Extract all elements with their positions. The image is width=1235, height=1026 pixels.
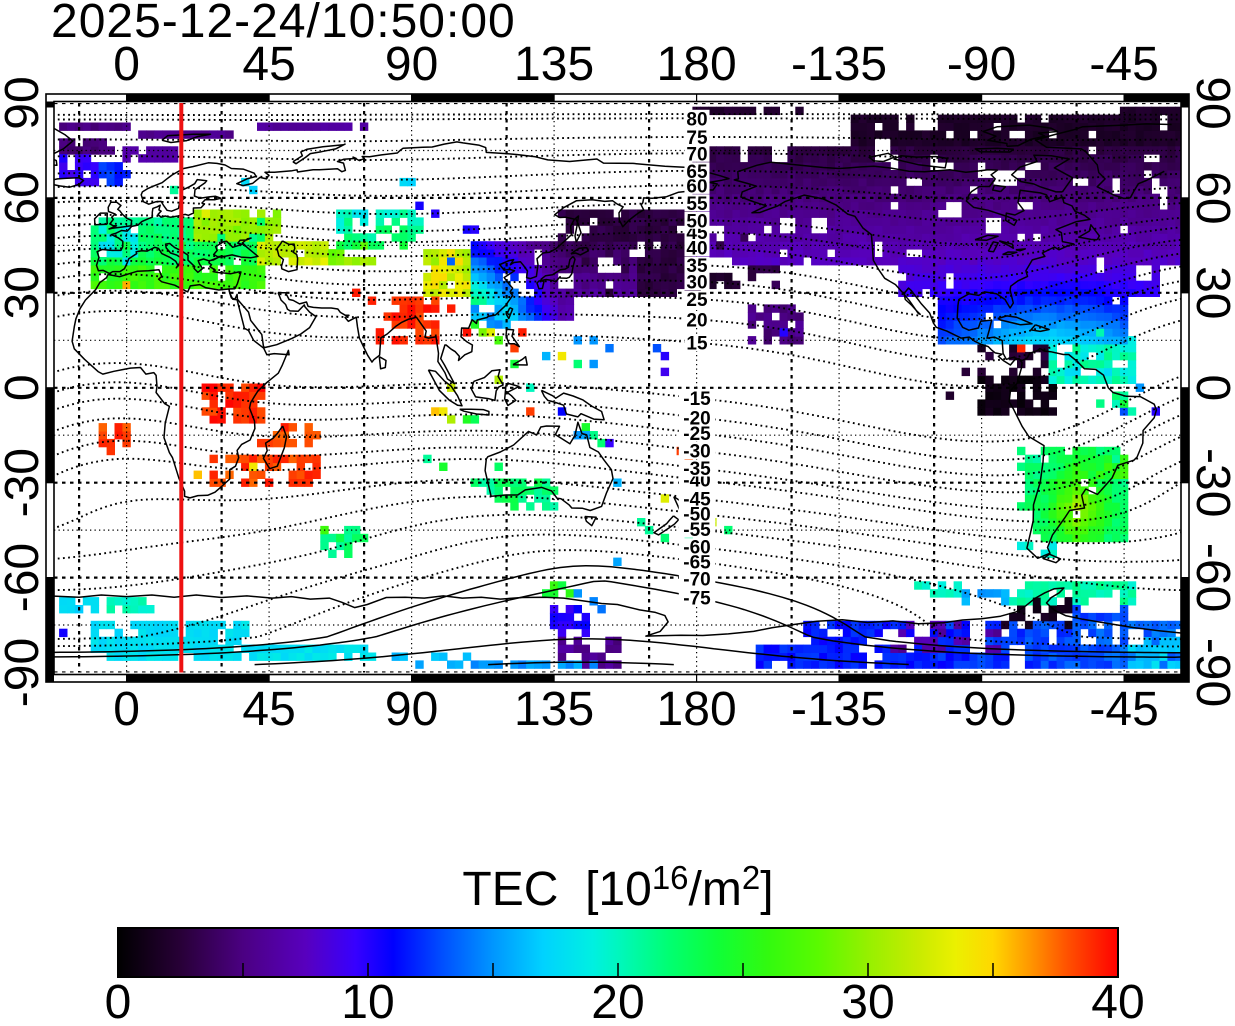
svg-text:-75: -75 bbox=[683, 588, 711, 609]
svg-text:45: 45 bbox=[242, 38, 295, 91]
svg-text:30: 30 bbox=[0, 266, 49, 319]
svg-text:30: 30 bbox=[1186, 266, 1235, 319]
svg-text:80: 80 bbox=[686, 109, 707, 130]
svg-text:30: 30 bbox=[686, 273, 707, 294]
svg-text:-135: -135 bbox=[791, 38, 887, 91]
svg-text:-90: -90 bbox=[1186, 638, 1235, 707]
svg-text:-90: -90 bbox=[0, 638, 49, 707]
svg-text:-25: -25 bbox=[683, 424, 711, 445]
svg-text:30: 30 bbox=[841, 976, 894, 1021]
svg-text:135: 135 bbox=[514, 38, 594, 91]
svg-text:0: 0 bbox=[1186, 374, 1235, 401]
svg-text:-90: -90 bbox=[947, 38, 1016, 91]
svg-text:135: 135 bbox=[514, 683, 594, 736]
svg-text:65: 65 bbox=[686, 162, 708, 183]
svg-text:TEC [1016/m2]: TEC [1016/m2] bbox=[462, 859, 773, 916]
svg-text:-45: -45 bbox=[1089, 38, 1158, 91]
svg-text:55: 55 bbox=[686, 194, 708, 215]
svg-text:-55: -55 bbox=[683, 520, 711, 541]
svg-text:-60: -60 bbox=[683, 538, 710, 559]
svg-text:60: 60 bbox=[1186, 171, 1235, 224]
svg-text:-30: -30 bbox=[683, 442, 710, 463]
svg-text:0: 0 bbox=[105, 976, 132, 1021]
svg-text:0: 0 bbox=[113, 38, 140, 91]
svg-text:-50: -50 bbox=[683, 504, 710, 525]
svg-text:90: 90 bbox=[0, 76, 49, 129]
svg-text:2025-12-24/10:50:00: 2025-12-24/10:50:00 bbox=[51, 0, 516, 48]
svg-text:-30: -30 bbox=[1186, 448, 1235, 517]
svg-text:50: 50 bbox=[686, 211, 707, 232]
svg-text:-90: -90 bbox=[947, 683, 1016, 736]
svg-text:90: 90 bbox=[1186, 76, 1235, 129]
svg-text:-135: -135 bbox=[791, 683, 887, 736]
svg-text:-45: -45 bbox=[1089, 683, 1158, 736]
svg-text:60: 60 bbox=[686, 176, 707, 197]
svg-text:0: 0 bbox=[0, 374, 49, 401]
svg-text:0: 0 bbox=[113, 683, 140, 736]
svg-text:-70: -70 bbox=[683, 570, 710, 591]
svg-text:20: 20 bbox=[591, 976, 644, 1021]
svg-text:180: 180 bbox=[657, 683, 737, 736]
svg-text:-65: -65 bbox=[683, 552, 711, 573]
svg-text:70: 70 bbox=[686, 144, 707, 165]
svg-text:90: 90 bbox=[385, 683, 438, 736]
svg-text:-15: -15 bbox=[683, 389, 711, 410]
svg-text:-45: -45 bbox=[683, 489, 711, 510]
svg-text:60: 60 bbox=[0, 171, 49, 224]
svg-text:-30: -30 bbox=[0, 448, 49, 517]
svg-text:15: 15 bbox=[686, 334, 708, 355]
svg-text:-60: -60 bbox=[1186, 543, 1235, 612]
svg-text:90: 90 bbox=[385, 38, 438, 91]
svg-text:-60: -60 bbox=[0, 543, 49, 612]
svg-text:-35: -35 bbox=[683, 459, 711, 480]
svg-text:75: 75 bbox=[686, 128, 708, 149]
svg-text:25: 25 bbox=[686, 290, 708, 311]
svg-text:-20: -20 bbox=[683, 408, 710, 429]
svg-text:10: 10 bbox=[341, 976, 394, 1021]
svg-text:45: 45 bbox=[242, 683, 295, 736]
svg-text:40: 40 bbox=[1091, 976, 1144, 1021]
svg-text:35: 35 bbox=[686, 256, 708, 277]
svg-text:40: 40 bbox=[686, 239, 707, 260]
svg-text:20: 20 bbox=[686, 310, 707, 331]
svg-text:180: 180 bbox=[657, 38, 737, 91]
